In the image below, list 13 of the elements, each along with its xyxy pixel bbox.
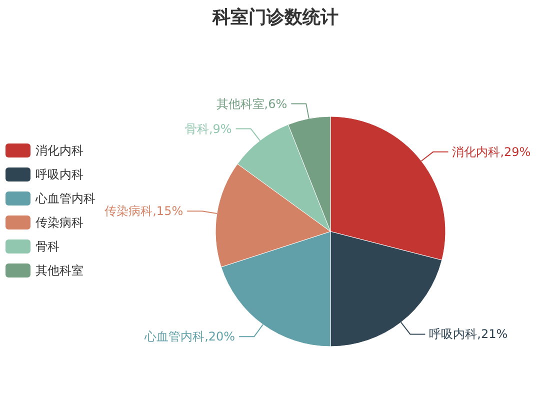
legend-label: 消化内科 [36,144,84,158]
data-label: 心血管内科,20% [144,330,236,344]
legend-label: 骨科 [36,240,60,254]
data-label: 传染病科,15% [104,204,184,218]
data-label: 消化内科,29% [452,144,531,159]
data-label: 其他科室,6% [216,96,288,111]
data-label: 呼吸内科,21% [429,327,508,342]
legend-label: 传染病科 [36,216,84,230]
legend-label: 心血管内科 [34,192,96,206]
legend-label: 其他科室 [36,264,84,278]
data-label: 骨科,9% [184,122,232,136]
chart-title: 科室门诊数统计 [212,7,338,28]
legend-label: 呼吸内科 [36,168,84,182]
